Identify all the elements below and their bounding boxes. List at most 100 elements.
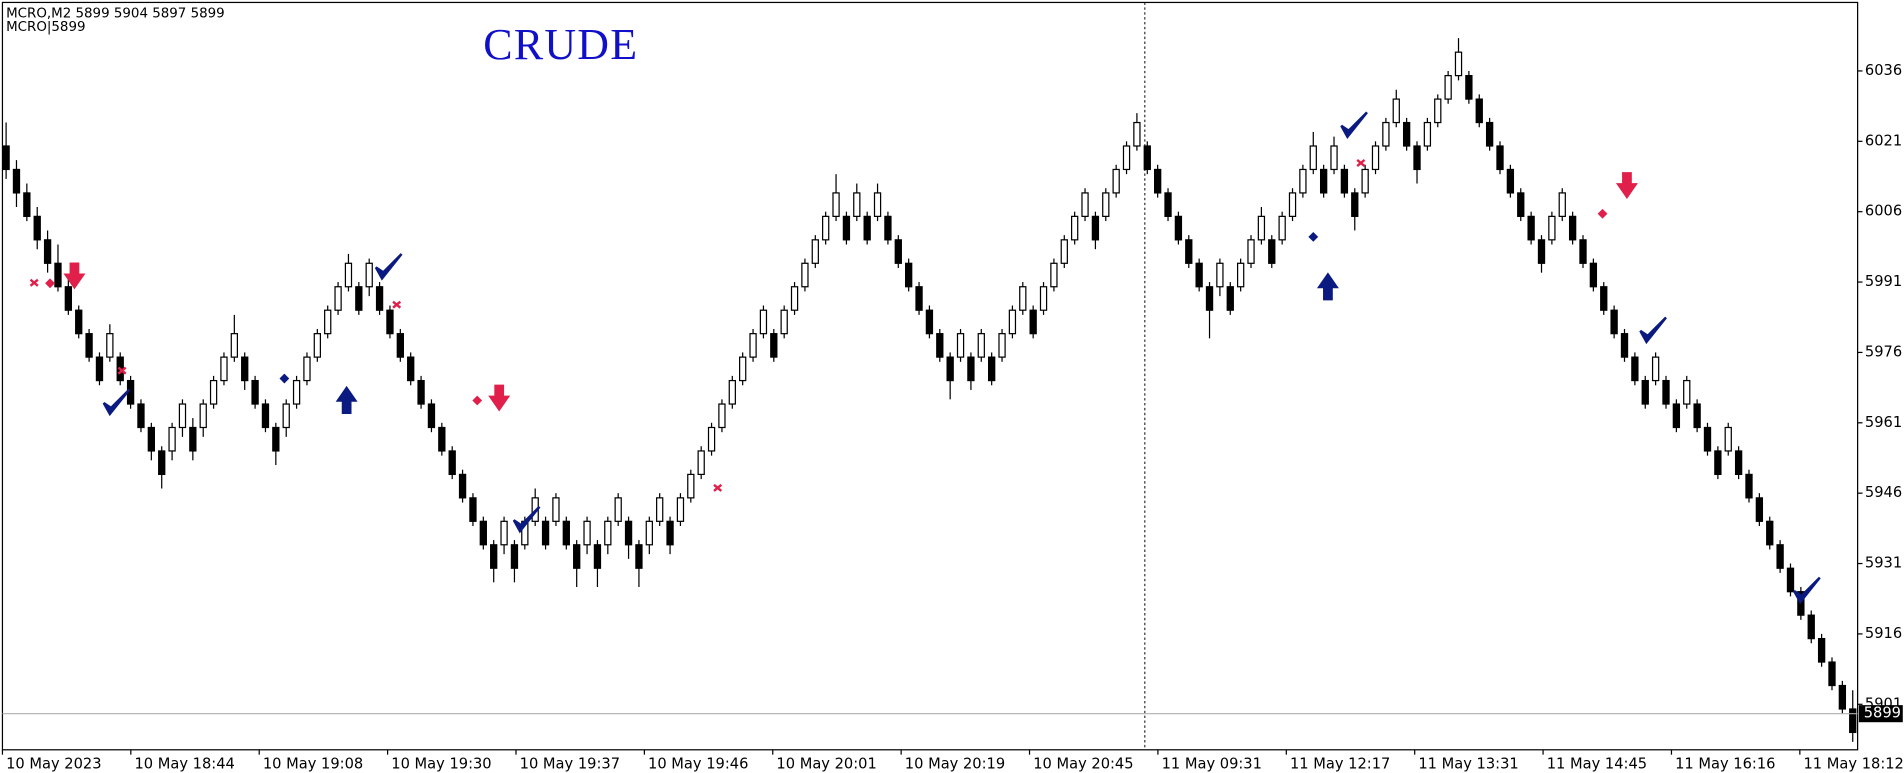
candle-body	[448, 450, 456, 476]
check-signal	[102, 388, 131, 417]
down-arrow	[1615, 172, 1638, 200]
y-tick-label: 5931	[1865, 555, 1902, 572]
candle-body	[1133, 121, 1141, 147]
candle-body	[375, 286, 384, 311]
candle-body	[510, 544, 519, 569]
candle-body	[656, 497, 664, 522]
candle-body	[282, 403, 290, 429]
candle-body	[1278, 215, 1286, 241]
x-tick-label: 11 May 13:31	[1418, 755, 1518, 772]
y-tick-label: 6021	[1865, 132, 1902, 149]
candle-body	[1766, 520, 1774, 546]
candle-body	[811, 239, 819, 264]
candle-body	[1392, 98, 1400, 124]
candle-body	[1786, 567, 1795, 593]
diamond-signal	[45, 278, 55, 289]
candle-body	[1610, 309, 1618, 335]
candle-body	[1568, 215, 1577, 241]
candle-body	[842, 215, 851, 241]
candle-body	[1081, 192, 1089, 217]
candle-body	[1662, 379, 1670, 405]
candle-body	[884, 215, 892, 241]
up-arrow	[335, 385, 358, 414]
candle-body	[635, 544, 643, 569]
candle-body	[676, 497, 685, 522]
candle-body	[1382, 121, 1390, 147]
candle-body	[438, 426, 446, 452]
signals	[29, 111, 1821, 605]
candle-body	[1776, 544, 1784, 569]
candle-body	[261, 403, 270, 429]
diamond-signal	[1308, 232, 1319, 242]
subheader: MCRO|5899	[6, 20, 85, 35]
candle-body	[178, 403, 187, 429]
candle-body	[1039, 286, 1048, 311]
candle-body	[427, 403, 436, 429]
candle-body	[1485, 121, 1494, 147]
candle-body	[1807, 614, 1815, 640]
cross-signal	[117, 366, 127, 375]
last-price-box	[1858, 705, 1903, 723]
candle-body	[1185, 239, 1193, 264]
diamond-signal	[1597, 208, 1608, 219]
candle-body	[158, 450, 166, 476]
candle-body	[199, 403, 207, 429]
candle-body	[1195, 262, 1203, 288]
x-tick-label: 11 May 18:12	[1804, 755, 1904, 772]
candle-body	[1734, 450, 1743, 476]
candle-body	[1112, 168, 1120, 194]
x-tick-label: 10 May 19:30	[391, 755, 491, 772]
y-tick-label: 5946	[1865, 484, 1902, 501]
candle-body	[1641, 379, 1649, 405]
candle-body	[552, 497, 560, 522]
candle-body	[365, 262, 373, 288]
candle-body	[749, 333, 757, 358]
candle-body	[303, 356, 311, 382]
candle-body	[697, 450, 705, 476]
candle-body	[168, 426, 176, 452]
candle-body	[573, 544, 581, 569]
x-tick-label: 11 May 14:45	[1547, 755, 1647, 772]
candle-body	[479, 520, 487, 546]
candle-body	[1423, 121, 1432, 147]
candle-body	[915, 286, 923, 311]
candle-body	[624, 520, 633, 546]
candle-body	[313, 333, 321, 358]
candle-body	[1631, 356, 1639, 382]
candle-body	[458, 473, 467, 499]
candle-body	[469, 497, 477, 522]
candle-body	[1693, 403, 1701, 429]
check-signal	[374, 253, 403, 281]
candle-body	[956, 333, 965, 358]
check-signal	[1639, 316, 1667, 345]
candle-body	[863, 215, 871, 241]
candle-body	[614, 497, 622, 522]
candle-body	[1299, 168, 1307, 194]
candle-body	[1724, 426, 1732, 452]
blue-signals	[102, 111, 1821, 605]
check-signal	[1793, 576, 1821, 605]
candle-body	[739, 356, 747, 382]
candle-body	[251, 379, 259, 405]
candle-body	[1745, 473, 1753, 499]
candle-body	[946, 356, 954, 382]
candle-body	[832, 192, 840, 217]
candle-body	[1579, 239, 1587, 264]
candle-body	[873, 192, 882, 217]
candle-body	[925, 309, 934, 335]
candle-body	[209, 379, 218, 405]
candle-body	[562, 520, 570, 546]
candle-body	[106, 333, 114, 358]
y-tick-label: 5916	[1865, 625, 1902, 642]
candle-body	[1309, 145, 1317, 171]
candle-body	[822, 215, 830, 241]
y-tick-label: 6036	[1865, 62, 1902, 79]
candle-body	[386, 309, 394, 335]
candle-body	[500, 520, 508, 546]
x-tick-label: 11 May 09:31	[1162, 755, 1262, 772]
candle-body	[12, 168, 21, 194]
candle-body	[220, 356, 228, 382]
x-tick-label: 10 May 19:46	[648, 755, 748, 772]
plot-area	[2, 38, 1858, 742]
